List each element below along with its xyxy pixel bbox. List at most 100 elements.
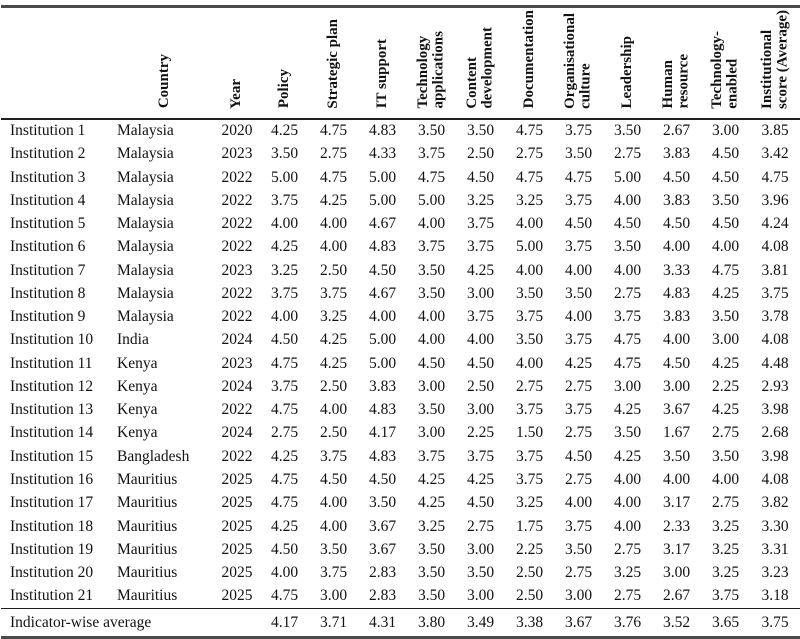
score-cell-technology_applications: 4.25	[417, 470, 446, 488]
score-cell-institutional_score: 2.68	[761, 424, 789, 442]
score-cell-content_development: 4.00	[466, 331, 495, 349]
year-cell: 2025	[221, 494, 253, 512]
score-cell-strategic_plan: 4.00	[319, 517, 348, 535]
score-cell-policy: 4.25	[270, 122, 299, 139]
year-cell: 2025	[221, 517, 253, 535]
score-cell-human_resource: 3.83	[662, 191, 691, 209]
score-cell-technology_applications: 3.50	[417, 261, 446, 279]
score-cell-leadership: 4.00	[613, 191, 642, 209]
country-cell: Mauritius	[117, 564, 178, 582]
country-cell: Mauritius	[117, 517, 178, 535]
footer-score-cell-policy: 4.17	[260, 608, 309, 638]
table-row: Institution 3 Malaysia 2022 5.00 4.75 5.00 4.7…	[1, 166, 800, 189]
score-cell-leadership: 4.25	[613, 447, 642, 465]
institution-cell: Institution 4	[10, 191, 86, 209]
institution-scores-table: Country Year Policy Strategic plan IT suppor…	[1, 5, 800, 639]
table-row: Institution 2 Malaysia 2023 3.50 2.75 4.33 3.7…	[1, 143, 800, 166]
table-row: Institution 8 Malaysia 2022 3.75 3.75 4.67 3.5…	[1, 282, 800, 305]
score-cell-organisational_culture: 3.75	[564, 122, 593, 139]
score-cell-technology_enabled: 3.00	[711, 122, 740, 139]
score-cell-human_resource: 4.00	[662, 470, 691, 488]
score-cell-technology_enabled: 3.50	[711, 191, 740, 209]
score-cell-technology_enabled: 4.75	[711, 261, 740, 279]
institution-cell: Institution 10	[10, 331, 94, 349]
score-cell-technology_applications: 5.00	[417, 191, 446, 209]
score-cell-strategic_plan: 3.75	[319, 284, 348, 302]
table-header: Country Year Policy Strategic plan IT suppor…	[1, 6, 800, 120]
country-cell: Malaysia	[117, 215, 174, 233]
column-header-label-leadership: Leadership	[618, 35, 635, 109]
score-cell-leadership: 3.25	[613, 564, 642, 582]
institution-cell: Institution 3	[10, 168, 86, 186]
score-cell-documentation: 4.75	[515, 122, 544, 139]
score-cell-documentation: 3.25	[515, 191, 544, 209]
score-cell-policy: 4.75	[270, 354, 299, 372]
score-cell-organisational_culture: 3.75	[564, 331, 593, 349]
score-cell-policy: 4.00	[270, 308, 299, 326]
score-cell-content_development: 3.50	[466, 564, 495, 582]
country-cell: Bangladesh	[117, 447, 190, 465]
score-cell-documentation: 2.75	[515, 145, 544, 163]
score-cell-institutional_score: 4.75	[761, 168, 789, 186]
score-cell-it_support: 5.00	[368, 354, 397, 372]
score-cell-it_support: 4.67	[368, 284, 397, 302]
score-cell-organisational_culture: 3.50	[564, 284, 593, 302]
institution-cell: Institution 5	[10, 215, 86, 233]
score-cell-organisational_culture: 4.50	[564, 215, 593, 233]
year-cell: 2020	[221, 122, 253, 139]
score-cell-strategic_plan: 4.50	[319, 470, 348, 488]
score-cell-human_resource: 4.50	[662, 354, 691, 372]
year-cell: 2022	[221, 308, 253, 326]
score-cell-strategic_plan: 3.00	[319, 587, 348, 605]
score-cell-content_development: 3.00	[466, 540, 495, 558]
score-cell-organisational_culture: 3.50	[564, 540, 593, 558]
score-cell-documentation: 3.25	[515, 494, 544, 512]
footer-score-cell-technology_applications: 3.80	[407, 608, 456, 638]
score-cell-organisational_culture: 3.75	[564, 517, 593, 535]
score-cell-technology_applications: 3.75	[417, 238, 446, 256]
score-cell-policy: 3.25	[270, 261, 299, 279]
score-cell-strategic_plan: 2.75	[319, 145, 348, 163]
country-cell: Malaysia	[117, 168, 174, 186]
column-header-label-technology_enabled: Technology- enabled	[709, 30, 741, 109]
table-row: Institution 4 Malaysia 2022 3.75 4.25 5.00 5.0…	[1, 189, 800, 212]
score-cell-institutional_score: 3.42	[761, 145, 789, 163]
score-cell-content_development: 3.00	[466, 587, 495, 605]
table-row: Institution 15 Bangladesh 2022 4.25 3.75 4.83…	[1, 445, 800, 468]
score-cell-content_development: 3.00	[466, 401, 495, 419]
institution-cell: Institution 14	[10, 424, 94, 442]
country-cell: Malaysia	[117, 261, 174, 279]
table-row: Institution 20 Mauritius 2025 4.00 3.75 2.83 3…	[1, 562, 800, 585]
year-cell: 2022	[221, 191, 253, 209]
score-cell-policy: 3.75	[270, 377, 299, 395]
column-header-year: Year	[214, 6, 260, 120]
score-cell-human_resource: 4.50	[662, 168, 691, 186]
institution-cell: Institution 11	[10, 354, 93, 372]
score-cell-institutional_score: 3.96	[761, 191, 789, 209]
score-cell-technology_enabled: 3.25	[711, 540, 740, 558]
column-header-institution	[1, 6, 115, 120]
score-cell-technology_enabled: 4.25	[711, 284, 740, 302]
score-cell-technology_enabled: 4.50	[711, 145, 740, 163]
score-cell-technology_enabled: 4.00	[711, 238, 740, 256]
footer-score-cell-strategic_plan: 3.71	[309, 608, 358, 638]
table-row: Institution 11 Kenya 2023 4.75 4.25 5.00 4.50 4…	[1, 352, 800, 375]
score-cell-technology_enabled: 4.50	[711, 215, 740, 233]
score-cell-leadership: 2.75	[613, 540, 642, 558]
score-cell-strategic_plan: 4.25	[319, 354, 348, 372]
country-cell: Malaysia	[117, 145, 174, 163]
table-row: Institution 13 Kenya 2022 4.75 4.00 4.83 3.50 3…	[1, 399, 800, 422]
score-cell-organisational_culture: 2.75	[564, 424, 593, 442]
score-cell-policy: 3.75	[270, 284, 299, 302]
score-cell-documentation: 2.50	[515, 564, 544, 582]
footer-score-cell-it_support: 4.31	[358, 608, 407, 638]
score-cell-documentation: 1.50	[515, 424, 544, 442]
institution-cell: Institution 12	[10, 377, 94, 395]
table-row: Institution 21 Mauritius 2025 4.75 3.00 2.83 3…	[1, 585, 800, 609]
score-cell-policy: 2.75	[270, 424, 299, 442]
score-cell-leadership: 4.00	[613, 517, 642, 535]
column-header-institutional_score: Institutional score (Average)	[750, 6, 800, 120]
score-cell-it_support: 4.00	[368, 308, 397, 326]
score-cell-organisational_culture: 4.00	[564, 494, 593, 512]
